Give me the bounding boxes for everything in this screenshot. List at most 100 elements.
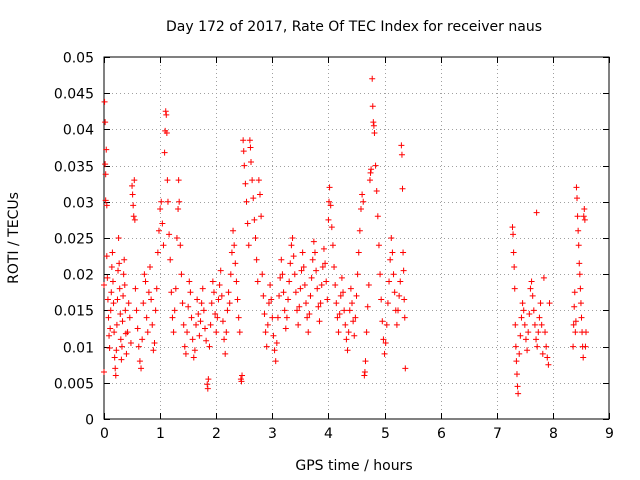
data-point <box>533 209 540 216</box>
data-point <box>113 347 120 354</box>
data-point <box>120 271 127 278</box>
y-axis-label: ROTI / TECUs <box>6 192 22 284</box>
data-point <box>122 307 129 314</box>
data-point <box>197 318 204 325</box>
data-point <box>111 354 118 361</box>
data-point <box>366 177 373 184</box>
data-point <box>363 329 370 336</box>
data-point <box>175 177 182 184</box>
data-point <box>513 358 520 365</box>
grid <box>104 57 609 419</box>
data-point <box>112 372 119 379</box>
data-point <box>123 350 130 357</box>
data-point <box>278 256 285 263</box>
data-point <box>574 213 581 220</box>
data-point <box>241 162 248 169</box>
data-point <box>101 98 108 105</box>
data-point <box>327 202 334 209</box>
data-point <box>103 202 110 209</box>
x-tick-label: 2 <box>212 426 221 442</box>
data-point <box>530 307 537 314</box>
data-point <box>279 271 286 278</box>
data-point <box>196 332 203 339</box>
data-point <box>258 213 265 220</box>
data-point <box>333 300 340 307</box>
x-tick-label: 3 <box>268 426 277 442</box>
data-point <box>143 314 150 321</box>
data-point <box>175 206 182 213</box>
data-point <box>262 329 269 336</box>
data-point <box>303 300 309 307</box>
data-point <box>516 350 523 357</box>
y-tick-label: 0.05 <box>63 51 94 67</box>
data-point <box>296 303 303 310</box>
data-point <box>572 329 579 336</box>
data-point <box>336 311 343 318</box>
data-point <box>295 321 302 328</box>
data-point <box>311 249 318 256</box>
data-point <box>103 146 110 153</box>
data-point <box>395 307 402 314</box>
data-point <box>300 263 307 270</box>
data-point <box>283 314 290 321</box>
data-point <box>282 325 289 332</box>
data-point <box>224 307 231 314</box>
data-point <box>347 285 354 292</box>
data-point <box>581 216 588 223</box>
data-point <box>400 267 407 274</box>
data-point <box>344 347 351 354</box>
y-tick-label: 0.015 <box>54 304 94 320</box>
data-point <box>188 314 195 321</box>
data-point <box>217 267 224 274</box>
data-point <box>209 278 216 285</box>
data-point <box>109 278 116 285</box>
data-point <box>105 314 112 321</box>
data-point <box>160 242 167 249</box>
data-point <box>289 235 296 241</box>
data-point <box>391 289 398 296</box>
data-point <box>304 314 311 321</box>
data-point <box>572 318 579 325</box>
data-point <box>338 274 345 281</box>
data-point <box>349 300 356 307</box>
data-point <box>235 314 242 321</box>
data-point <box>325 216 332 223</box>
data-point <box>319 263 326 270</box>
data-point <box>133 307 140 314</box>
data-point <box>401 314 408 321</box>
data-point <box>161 149 168 156</box>
data-point <box>166 231 173 238</box>
data-point <box>203 337 210 344</box>
data-point <box>247 144 254 151</box>
data-point <box>359 191 366 198</box>
data-point <box>172 285 179 292</box>
data-point <box>512 343 519 350</box>
data-point <box>378 296 385 303</box>
data-point <box>115 235 122 241</box>
data-point <box>113 321 120 328</box>
data-point <box>285 296 292 303</box>
data-point <box>213 329 220 336</box>
data-point <box>208 300 215 307</box>
x-tick-label: 5 <box>381 426 390 442</box>
data-point <box>129 191 136 198</box>
data-point <box>263 343 270 350</box>
data-point <box>369 103 376 110</box>
data-point <box>322 260 329 267</box>
data-point <box>318 282 325 289</box>
data-point <box>536 314 543 321</box>
data-point <box>365 282 372 289</box>
data-point <box>255 177 262 184</box>
data-point <box>401 296 408 303</box>
data-point <box>135 343 142 350</box>
data-point <box>538 321 545 328</box>
data-point <box>194 296 201 303</box>
data-point <box>267 282 274 289</box>
data-point <box>179 300 186 307</box>
data-point <box>230 227 237 234</box>
data-point <box>531 321 538 328</box>
data-point <box>353 292 360 299</box>
data-point <box>219 318 226 325</box>
data-point <box>238 378 245 385</box>
data-point <box>182 350 189 357</box>
